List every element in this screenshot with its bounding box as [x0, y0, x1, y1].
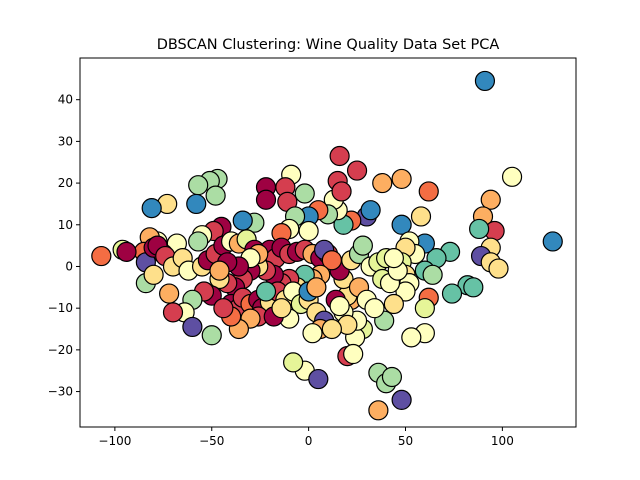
data-point — [321, 250, 342, 271]
data-point — [331, 181, 352, 202]
data-point — [159, 283, 180, 304]
x-tick-label: −50 — [199, 434, 224, 448]
data-point — [410, 206, 432, 227]
data-point — [232, 210, 253, 231]
data-point — [329, 145, 350, 167]
x-tick-label: 50 — [398, 434, 413, 448]
data-point — [391, 389, 412, 410]
data-point — [422, 264, 443, 285]
data-point — [474, 70, 496, 92]
data-point — [395, 281, 416, 302]
data-point — [308, 368, 329, 390]
data-point — [364, 298, 385, 319]
y-tick-label: 0 — [65, 259, 73, 273]
data-point — [209, 260, 230, 281]
x-tick-label: 100 — [491, 434, 514, 448]
data-point — [381, 366, 403, 388]
y-tick-label: 30 — [58, 134, 73, 148]
data-point — [205, 185, 226, 206]
data-point — [368, 400, 389, 421]
data-point — [414, 298, 435, 319]
data-point — [306, 277, 327, 298]
data-point — [391, 214, 412, 235]
y-tick-label: 40 — [58, 93, 73, 107]
data-point — [162, 302, 184, 323]
data-point — [201, 325, 222, 346]
data-point — [271, 298, 292, 319]
data-point — [488, 258, 509, 279]
x-axis: −100 −50 0 50 100 — [98, 427, 514, 448]
data-point — [182, 316, 203, 338]
data-point — [298, 220, 319, 242]
x-tick-label: 0 — [305, 434, 313, 448]
y-tick-label: −10 — [48, 301, 73, 315]
data-point — [321, 318, 342, 340]
data-point — [294, 183, 315, 204]
data-point — [346, 160, 368, 181]
y-tick-label: −30 — [48, 385, 73, 399]
data-point — [383, 248, 404, 269]
data-point — [501, 166, 523, 187]
data-point — [329, 295, 350, 317]
data-point — [302, 323, 323, 344]
scatter-points — [91, 70, 563, 421]
data-point — [372, 172, 393, 194]
y-tick-label: 10 — [58, 218, 73, 232]
data-point — [143, 264, 164, 285]
data-point — [283, 352, 304, 373]
data-point — [360, 200, 381, 221]
data-point — [469, 218, 490, 240]
data-point — [391, 168, 412, 190]
data-point — [188, 175, 209, 196]
data-point — [383, 293, 404, 315]
data-point — [91, 245, 112, 267]
data-point — [255, 281, 277, 302]
data-point — [255, 189, 277, 210]
data-point — [401, 327, 422, 348]
y-axis: −30 −20 −10 0 10 20 30 40 — [48, 93, 80, 399]
y-tick-label: −20 — [48, 343, 73, 357]
plot-frame — [79, 57, 577, 428]
data-point — [188, 231, 209, 252]
data-point — [441, 283, 463, 304]
data-point — [116, 241, 137, 262]
data-point — [542, 231, 563, 252]
data-point — [186, 193, 207, 215]
x-tick-label: −100 — [98, 434, 131, 448]
data-point — [343, 343, 364, 365]
data-point — [352, 235, 373, 256]
data-point — [480, 189, 501, 210]
data-point — [418, 181, 439, 202]
y-tick-label: 20 — [58, 176, 73, 190]
data-point — [463, 277, 484, 298]
chart-title: DBSCAN Clustering: Wine Quality Data Set… — [157, 37, 500, 53]
data-point — [141, 198, 162, 219]
data-point — [213, 298, 234, 319]
